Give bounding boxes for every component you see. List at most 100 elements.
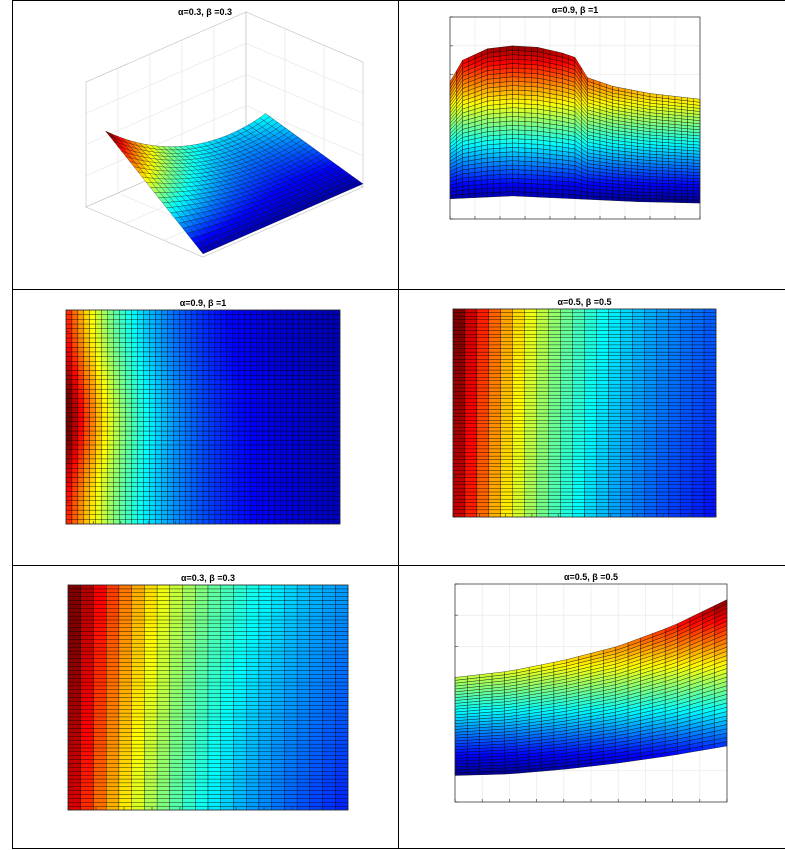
heatmap-cell bbox=[149, 509, 156, 515]
heatmap-cell bbox=[315, 440, 323, 446]
heatmap-cell bbox=[131, 491, 138, 497]
heatmap-cell bbox=[315, 402, 323, 408]
heatmap-cell bbox=[113, 412, 120, 418]
heatmap-cell bbox=[161, 421, 168, 427]
heatmap-cell bbox=[292, 416, 299, 422]
surface-quad bbox=[631, 197, 638, 202]
surface-quad bbox=[631, 194, 638, 199]
heatmap-cell bbox=[524, 452, 537, 457]
heatmap-cell bbox=[476, 341, 490, 346]
surface-quad bbox=[612, 190, 619, 195]
surface-quad bbox=[537, 183, 544, 189]
surface-quad bbox=[687, 165, 694, 170]
heatmap-cell bbox=[125, 500, 132, 506]
heatmap-cell bbox=[452, 434, 466, 439]
heatmap-cell bbox=[95, 509, 102, 515]
heatmap-cell bbox=[452, 308, 466, 313]
panel-surface3d-a03-b03: α=0.3, β =0.3 bbox=[85, 7, 364, 258]
heatmap-cell bbox=[184, 365, 192, 371]
surface-quad bbox=[693, 181, 701, 185]
heatmap-cell bbox=[500, 312, 513, 317]
heatmap-cell bbox=[137, 333, 144, 339]
heatmap-cell bbox=[572, 348, 585, 353]
heatmap-cell bbox=[500, 319, 513, 324]
heatmap-cell bbox=[89, 514, 97, 520]
heatmap-cell bbox=[167, 319, 174, 325]
heatmap-cell bbox=[315, 309, 323, 315]
surface-quad bbox=[643, 195, 651, 199]
heatmap-cell bbox=[244, 370, 251, 376]
heatmap-cell bbox=[584, 445, 597, 450]
heatmap-cell bbox=[292, 519, 299, 525]
heatmap-cell bbox=[208, 416, 216, 422]
heatmap-cell bbox=[196, 388, 204, 394]
heatmap-cell bbox=[256, 356, 263, 362]
heatmap-cell bbox=[280, 449, 287, 455]
surface-quad bbox=[518, 121, 526, 127]
heatmap-cell bbox=[65, 328, 73, 334]
heatmap-cell bbox=[83, 384, 91, 390]
heatmap-cell bbox=[208, 435, 216, 441]
heatmap-cell bbox=[178, 472, 186, 478]
heatmap-cell bbox=[65, 514, 73, 520]
heatmap-cell bbox=[500, 416, 513, 421]
heatmap-cell bbox=[321, 342, 329, 348]
heatmap-cell bbox=[536, 412, 549, 417]
heatmap-cell bbox=[137, 388, 144, 394]
heatmap-cell bbox=[107, 486, 114, 492]
heatmap-cell bbox=[298, 430, 305, 436]
heatmap-cell bbox=[524, 337, 537, 342]
heatmap-cell bbox=[256, 435, 263, 441]
heatmap-cell bbox=[452, 362, 466, 367]
heatmap-cell bbox=[173, 328, 180, 334]
heatmap-cell bbox=[327, 435, 335, 441]
heatmap-cell bbox=[512, 491, 525, 496]
heatmap-cell bbox=[304, 398, 311, 404]
heatmap-cell bbox=[268, 440, 275, 446]
heatmap-cell bbox=[286, 449, 293, 455]
heatmap-cell bbox=[512, 502, 525, 507]
heatmap-cell bbox=[238, 402, 245, 408]
heatmap-cell bbox=[119, 463, 126, 469]
surface-quad bbox=[681, 171, 688, 176]
heatmap-cell bbox=[488, 448, 502, 453]
heatmap-cell bbox=[280, 477, 287, 483]
heatmap-cell bbox=[173, 402, 180, 408]
heatmap-cell bbox=[327, 309, 335, 315]
surface-quad bbox=[524, 50, 532, 56]
heatmap-cell bbox=[292, 365, 299, 371]
heatmap-cell bbox=[584, 441, 597, 446]
heatmap-cell bbox=[83, 477, 91, 483]
heatmap-cell bbox=[500, 441, 513, 446]
heatmap-cell bbox=[268, 491, 275, 497]
heatmap-cell bbox=[321, 472, 329, 478]
heatmap-cell bbox=[71, 481, 79, 488]
heatmap-cell bbox=[315, 319, 323, 325]
heatmap-cell bbox=[476, 423, 490, 428]
surface-quad bbox=[662, 189, 669, 194]
heatmap-cell bbox=[71, 421, 79, 427]
heatmap-cell bbox=[71, 454, 79, 460]
heatmap-cell bbox=[512, 466, 525, 471]
surface-quad bbox=[468, 193, 476, 199]
heatmap-cell bbox=[292, 491, 299, 497]
heatmap-cell bbox=[232, 356, 239, 362]
heatmap-cell bbox=[500, 402, 513, 407]
surface-quad bbox=[531, 130, 538, 136]
heatmap-cell bbox=[464, 359, 478, 364]
heatmap-cell bbox=[155, 388, 162, 394]
heatmap-cell bbox=[512, 319, 525, 324]
heatmap-cell bbox=[464, 326, 478, 331]
heatmap-cell bbox=[107, 402, 114, 408]
heatmap-cell bbox=[232, 458, 239, 464]
heatmap-cell bbox=[572, 502, 585, 507]
heatmap-cell bbox=[500, 333, 513, 338]
heatmap-cell bbox=[250, 430, 257, 436]
heatmap-cell bbox=[298, 323, 305, 329]
heatmap-cell bbox=[464, 466, 478, 471]
heatmap-cell bbox=[101, 421, 108, 427]
heatmap-cell bbox=[226, 337, 234, 343]
heatmap-cell bbox=[524, 323, 537, 328]
surface-quad bbox=[693, 156, 701, 161]
heatmap-cell bbox=[190, 319, 198, 325]
